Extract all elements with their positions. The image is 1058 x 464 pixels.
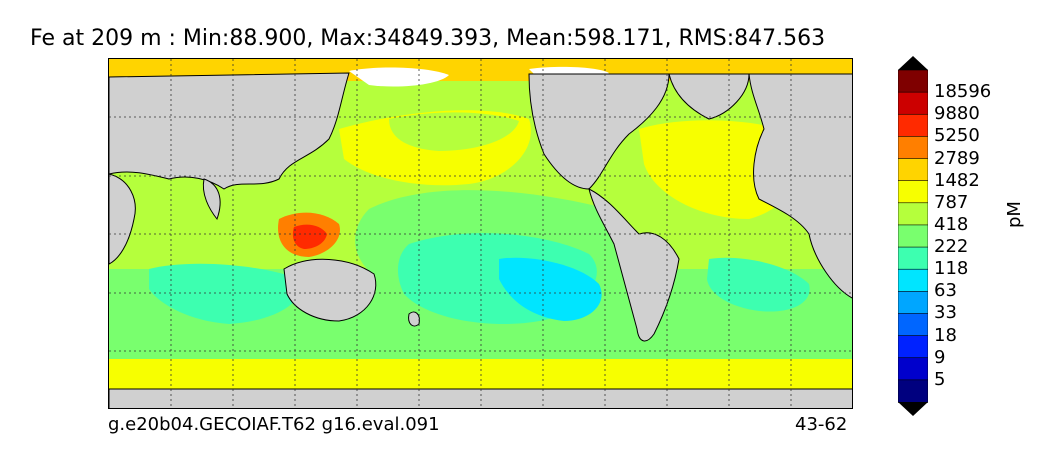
antarctica-landmass xyxy=(109,388,852,408)
australia-landmass xyxy=(283,258,377,322)
colorbar-segment xyxy=(898,69,928,93)
colorbar-segment xyxy=(898,357,928,381)
colorbar xyxy=(898,56,928,416)
colorbar-tick-label: 9880 xyxy=(934,103,980,125)
colorbar-tick-label: 18 xyxy=(934,324,957,346)
indonesia-hotspot-red xyxy=(292,224,327,249)
map-canvas xyxy=(109,59,852,408)
colorbar-tick-label: 118 xyxy=(934,258,969,280)
new-zealand-landmass xyxy=(408,311,420,327)
south-atlantic-teal xyxy=(707,257,810,312)
antarctic-coastal-band xyxy=(109,359,852,389)
chart-title: Fe at 209 m : Min:88.900, Max:34849.393,… xyxy=(30,26,826,51)
africa-east-landmass xyxy=(109,173,136,265)
colorbar-unit-label: pM xyxy=(1004,201,1025,228)
south-america-landmass xyxy=(588,188,680,342)
land-masses xyxy=(109,72,852,408)
south-pacific-gyre xyxy=(499,257,602,321)
colorbar-segment xyxy=(898,158,928,182)
colorbar-segment xyxy=(898,136,928,160)
colorbar-segment xyxy=(898,313,928,337)
colorbar-under-extension xyxy=(898,402,928,416)
colorbar-segment xyxy=(898,224,928,248)
colorbar-tick-label: 2789 xyxy=(934,147,980,169)
europe-africa-landmass xyxy=(748,73,852,299)
global-map xyxy=(108,58,853,409)
eurasia-landmass xyxy=(109,72,350,190)
colorbar-segment xyxy=(898,202,928,226)
year-range-label: 43-62 xyxy=(795,414,848,435)
colorbar-tick-label: 33 xyxy=(934,302,957,324)
colorbar-tick-label: 63 xyxy=(934,280,957,302)
colorbar-tick-label: 787 xyxy=(934,191,969,213)
colorbar-tick-label: 418 xyxy=(934,213,969,235)
colorbar-over-extension xyxy=(898,56,928,70)
colorbar-segment xyxy=(898,113,928,138)
colorbar-tick-label: 18596 xyxy=(934,81,992,103)
graticule xyxy=(109,59,852,408)
colorbar-segment xyxy=(898,246,928,270)
indian-ocean-teal xyxy=(149,263,301,324)
colorbar-segment xyxy=(898,91,928,116)
colorbar-segment xyxy=(898,268,928,293)
colorbar-tick-label: 5250 xyxy=(934,125,980,147)
india-landmass xyxy=(202,178,221,221)
colorbar-segment xyxy=(898,379,928,403)
colorbar-tick-label: 1482 xyxy=(934,169,980,191)
arctic-ice-patch-1 xyxy=(349,67,449,87)
colorbar-segment xyxy=(898,335,928,359)
north-pacific-inner-green xyxy=(389,112,519,151)
run-id-label: g.e20b04.GECOIAF.T62 g16.eval.091 xyxy=(108,414,440,435)
colorbar-segments xyxy=(898,56,928,416)
colorbar-tick-label: 9 xyxy=(934,346,946,368)
colorbar-segment xyxy=(898,180,928,204)
colorbar-tick-label: 222 xyxy=(934,236,969,258)
colorbar-segment xyxy=(898,291,928,315)
colorbar-tick-label: 5 xyxy=(934,368,946,390)
